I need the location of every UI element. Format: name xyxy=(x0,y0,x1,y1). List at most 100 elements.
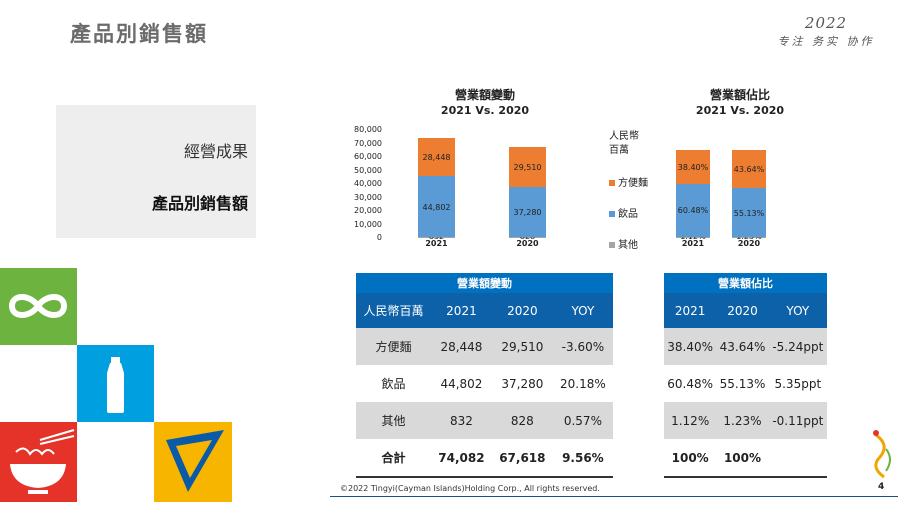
table-cell: 方便麵 xyxy=(356,328,431,365)
y-tick-label: 40,000 xyxy=(354,179,382,188)
data-label: 60.48% xyxy=(677,206,709,216)
swirl-icon xyxy=(873,430,891,479)
legend-swatch-noodles xyxy=(609,180,615,186)
brand-logo: 2022 专注 务实 协作 xyxy=(776,14,876,49)
legend-swatch-others xyxy=(609,242,615,248)
bar-segment xyxy=(509,186,546,237)
table1-header: YOY xyxy=(571,303,595,318)
nav-item-operating-results[interactable]: 經營成果 xyxy=(183,142,248,161)
table-cell xyxy=(768,439,827,478)
chart1-subtitle: 2021 Vs. 2020 xyxy=(440,104,530,117)
footer-divider xyxy=(330,496,898,497)
y-tick-label: 30,000 xyxy=(354,192,382,202)
legend-swatch-beverages xyxy=(609,211,615,217)
arrow-tile xyxy=(154,422,232,502)
data-label: 44,802 xyxy=(422,202,451,212)
legend-label-noodles: 方便麵 xyxy=(618,178,648,189)
data-label: 55.13% xyxy=(733,208,765,218)
table-cell: 合計 xyxy=(356,439,431,478)
data-label: 28,448 xyxy=(422,153,451,163)
table-cell: 5.35ppt xyxy=(774,376,822,391)
y-tick-label: 50,000 xyxy=(354,165,382,175)
table-cell: 74,082 xyxy=(431,439,492,478)
nav-item-sales-by-product[interactable]: 產品別銷售額 xyxy=(151,194,248,213)
table-row-total: 100% 100% xyxy=(664,439,827,478)
bar-segment xyxy=(418,236,455,238)
table-cell: 28,448 xyxy=(431,328,492,365)
table1-header: 2020 xyxy=(507,303,538,318)
bar-segment xyxy=(676,183,710,238)
table-cell: 67,618 xyxy=(491,439,553,478)
chart1-title: 營業額變動 xyxy=(454,88,515,102)
table-row: 飲品 44,802 37,280 20.18% xyxy=(356,365,613,402)
table-cell: 38.40% xyxy=(664,328,717,365)
table-cell: 飲品 xyxy=(381,377,406,391)
page-number: 4 xyxy=(878,482,885,492)
revenue-change-table: 營業額變動 人民幣百萬 2021 2020 YOY 方便麵 28,448 29,… xyxy=(356,273,613,478)
chart-revenue-share: 營業額佔比 2021 Vs. 2020 1.12%60.48%38.40%202… xyxy=(655,87,830,262)
bar-2021: 1.12%60.48%38.40% xyxy=(676,150,710,241)
bar-segment xyxy=(509,236,546,238)
table-cell: 29,510 xyxy=(491,328,553,365)
table-cell: 1.12% xyxy=(664,402,717,439)
data-label: 37,280 xyxy=(513,207,542,217)
table-row: 1.12% 1.23% -0.11ppt xyxy=(664,402,827,439)
y-tick-label: 0 xyxy=(376,233,382,242)
bar-segment xyxy=(418,138,455,177)
table-cell: 832 xyxy=(431,402,492,439)
bottle-tile xyxy=(77,345,154,422)
y-tick-label: 10,000 xyxy=(354,219,382,229)
revenue-share-table: 營業額佔比 2021 2020 YOY 38.40% 43.64% -5.24p… xyxy=(664,273,827,478)
infinity-tile xyxy=(0,268,77,345)
table-row: 38.40% 43.64% -5.24ppt xyxy=(664,328,827,365)
legend-unit-line1: 人民幣 xyxy=(609,131,639,142)
table-cell: 9.56% xyxy=(552,439,613,478)
bar-segment xyxy=(418,176,455,237)
x-tick-label: 2020 xyxy=(516,239,539,248)
table-cell: 55.13% xyxy=(719,376,766,391)
table2-header: YOY xyxy=(786,303,810,318)
table-cell: 60.48% xyxy=(667,376,714,391)
legend-label-others: 其他 xyxy=(618,240,638,251)
chart-revenue-change: 營業額變動 2021 Vs. 2020 80,000 70,000 60,000 50… xyxy=(340,87,590,262)
copyright-footer: ©2022 Tingyi(Cayman Islands)Holding Corp… xyxy=(340,484,600,493)
logo-slogan: 专注 务实 协作 xyxy=(777,35,875,48)
triangle-icon xyxy=(166,430,224,492)
chart2-title: 營業額佔比 xyxy=(709,88,770,102)
table-cell: 100% xyxy=(716,439,769,478)
table-cell: 0.57% xyxy=(552,402,613,439)
table2-title: 營業額佔比 xyxy=(718,277,773,290)
table-cell: 828 xyxy=(491,402,553,439)
legend-label-beverages: 飲品 xyxy=(618,209,638,220)
table-cell: -0.11ppt xyxy=(768,402,827,439)
noodle-bowl-tile xyxy=(0,422,77,502)
chart2-subtitle: 2021 Vs. 2020 xyxy=(695,104,785,117)
data-label: 38.40% xyxy=(677,162,709,172)
y-tick-label: 70,000 xyxy=(354,138,382,148)
legend-item-noodles: 方便麵 xyxy=(609,174,648,189)
table-cell: 100% xyxy=(664,439,717,478)
logo-year: 2022 xyxy=(804,14,848,32)
x-tick-label: 2021 xyxy=(425,239,448,248)
table-cell: 43.64% xyxy=(716,328,769,365)
table1-header: 人民幣百萬 xyxy=(363,304,424,318)
chart-legend: 人民幣 百萬 方便麵 飲品 其他 xyxy=(609,130,654,251)
table-cell: 1.23% xyxy=(716,402,769,439)
data-label: 29,510 xyxy=(513,162,542,172)
legend-item-beverages: 飲品 xyxy=(609,205,638,220)
bar-segment xyxy=(676,150,710,184)
x-tick-label: 2020 xyxy=(737,239,761,248)
x-tick-label: 2021 xyxy=(681,239,705,248)
y-tick-label: 80,000 xyxy=(354,125,382,134)
bar-segment xyxy=(732,150,766,189)
table1-title: 營業額變動 xyxy=(457,277,512,290)
legend-item-others: 其他 xyxy=(609,236,638,251)
y-tick-label: 60,000 xyxy=(354,152,382,161)
infinity-icon xyxy=(8,294,68,318)
table-cell: -5.24ppt xyxy=(768,328,827,365)
legend-unit-line2: 百萬 xyxy=(609,145,629,156)
bar-2020: 1.23%55.13%43.64% xyxy=(732,150,766,241)
table-cell: -3.60% xyxy=(552,328,613,365)
bar-segment xyxy=(676,237,710,238)
table-row: 60.48% 55.13% 5.35ppt xyxy=(664,365,827,402)
